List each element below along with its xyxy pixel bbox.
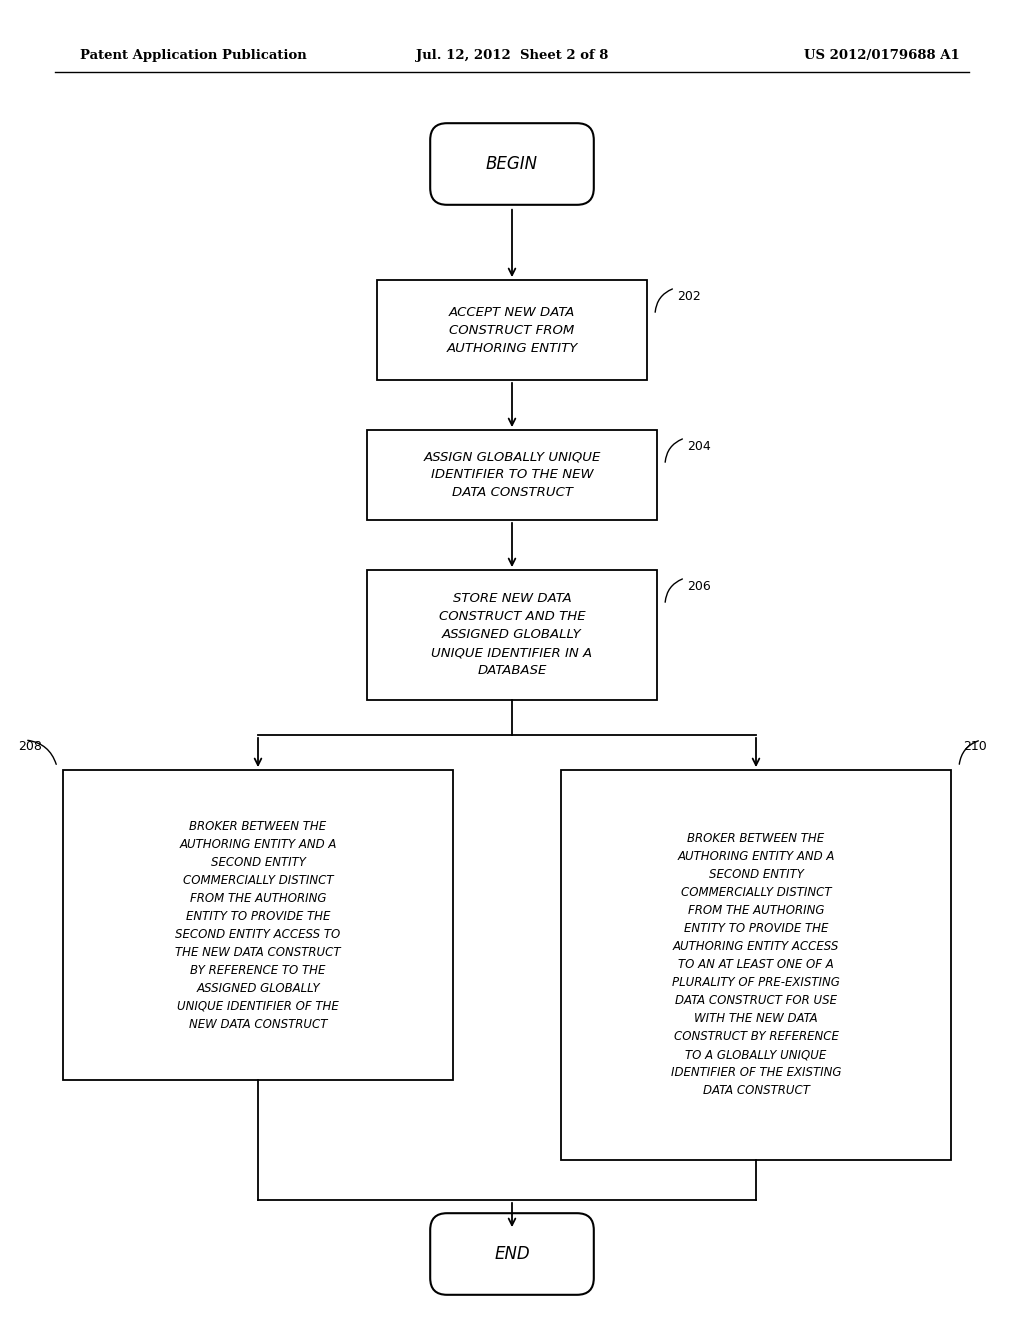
FancyBboxPatch shape — [367, 570, 657, 700]
Text: BROKER BETWEEN THE
AUTHORING ENTITY AND A
SECOND ENTITY
COMMERCIALLY DISTINCT
FR: BROKER BETWEEN THE AUTHORING ENTITY AND … — [175, 820, 341, 1031]
FancyBboxPatch shape — [367, 430, 657, 520]
Text: BEGIN: BEGIN — [486, 154, 538, 173]
Text: 202: 202 — [677, 290, 700, 304]
Text: 204: 204 — [687, 440, 711, 453]
FancyBboxPatch shape — [430, 1213, 594, 1295]
FancyBboxPatch shape — [377, 280, 647, 380]
Text: 208: 208 — [18, 741, 42, 752]
FancyBboxPatch shape — [561, 770, 951, 1160]
Text: END: END — [495, 1245, 529, 1263]
Text: 210: 210 — [963, 741, 987, 752]
Text: Patent Application Publication: Patent Application Publication — [80, 49, 307, 62]
Text: ACCEPT NEW DATA
CONSTRUCT FROM
AUTHORING ENTITY: ACCEPT NEW DATA CONSTRUCT FROM AUTHORING… — [446, 305, 578, 355]
Text: 206: 206 — [687, 579, 711, 593]
Text: US 2012/0179688 A1: US 2012/0179688 A1 — [804, 49, 961, 62]
Text: Jul. 12, 2012  Sheet 2 of 8: Jul. 12, 2012 Sheet 2 of 8 — [416, 49, 608, 62]
Text: BROKER BETWEEN THE
AUTHORING ENTITY AND A
SECOND ENTITY
COMMERCIALLY DISTINCT
FR: BROKER BETWEEN THE AUTHORING ENTITY AND … — [671, 833, 842, 1097]
Text: ASSIGN GLOBALLY UNIQUE
IDENTIFIER TO THE NEW
DATA CONSTRUCT: ASSIGN GLOBALLY UNIQUE IDENTIFIER TO THE… — [423, 450, 601, 499]
Text: STORE NEW DATA
CONSTRUCT AND THE
ASSIGNED GLOBALLY
UNIQUE IDENTIFIER IN A
DATABA: STORE NEW DATA CONSTRUCT AND THE ASSIGNE… — [431, 593, 593, 677]
FancyBboxPatch shape — [430, 123, 594, 205]
FancyBboxPatch shape — [63, 770, 453, 1080]
